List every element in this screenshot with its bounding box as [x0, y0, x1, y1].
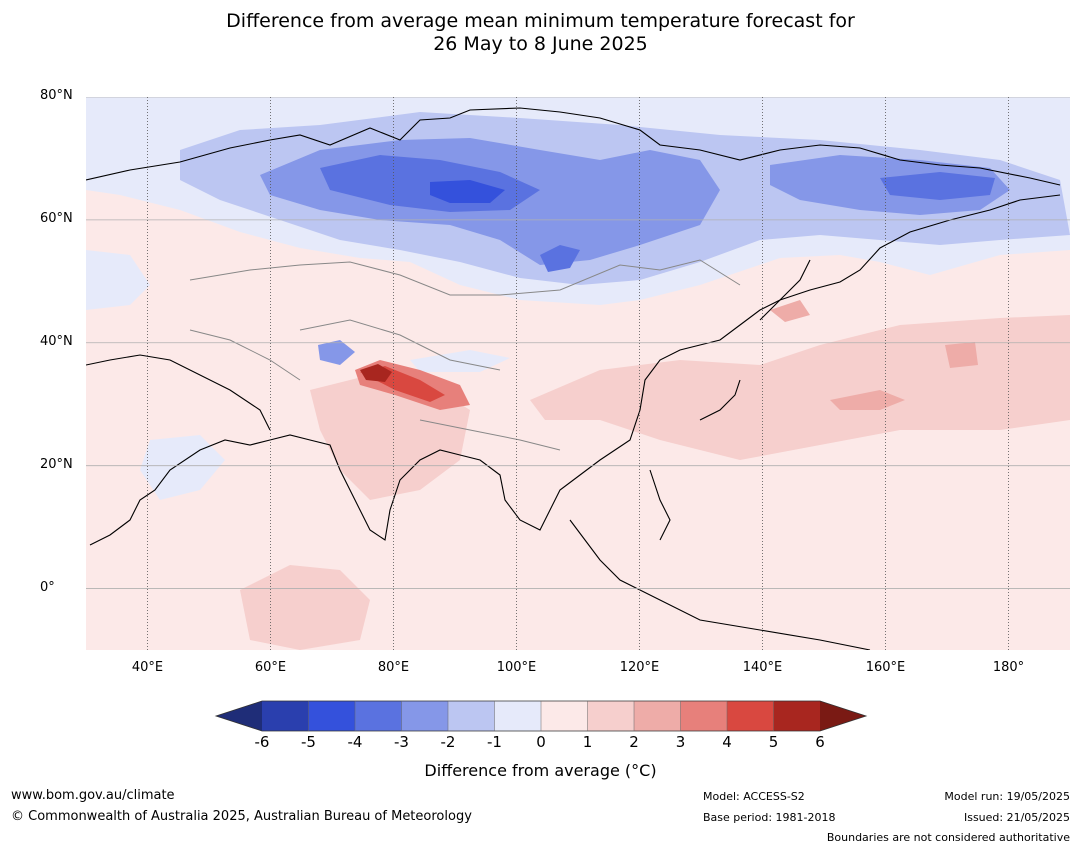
- latitude-label: 0°: [40, 579, 55, 595]
- longitude-label: 100°E: [496, 660, 537, 675]
- colorbar-tick-label: -4: [347, 733, 363, 751]
- model-name: Model: ACCESS-S2: [703, 790, 805, 803]
- forecast-map: [86, 97, 1070, 650]
- colorbar-label: Difference from average (°C): [424, 761, 657, 780]
- anomaly-region-arabia-light: [140, 435, 225, 500]
- website-link[interactable]: www.bom.gov.au/climate: [11, 788, 175, 803]
- issued-date: Issued: 21/05/2025: [963, 811, 1070, 824]
- latitude-label: 80°N: [40, 88, 73, 103]
- base-period: Base period: 1981-2018: [703, 811, 836, 824]
- colorbar-tick-label: 4: [722, 733, 732, 751]
- longitude-label: 120°E: [619, 660, 660, 675]
- colorbar-outline: [214, 700, 868, 732]
- colorbar-over-arrow: [820, 701, 866, 731]
- anomaly-region-east-4: [880, 172, 995, 200]
- colorbar-tick-label: 3: [675, 733, 686, 751]
- longitude-label: 40°E: [131, 660, 164, 675]
- anomaly-region-tibet-5: [360, 364, 392, 382]
- colorbar-tick-label: 2: [629, 733, 639, 751]
- longitude-label: 160°E: [865, 660, 906, 675]
- longitude-label: 140°E: [742, 660, 783, 675]
- colorbar-tick-label: -2: [440, 733, 456, 751]
- coastlines: [86, 107, 1061, 650]
- anomaly-region-core: [430, 180, 505, 203]
- colorbar-cell: [773, 701, 821, 731]
- model-run-date: Model run: 19/05/2025: [944, 790, 1070, 803]
- latitude-label: 60°N: [40, 210, 73, 226]
- colorbar-tick-label: -6: [254, 733, 270, 751]
- title-line-2: 26 May to 8 June 2025: [433, 33, 648, 55]
- colorbar-cell: [448, 701, 495, 731]
- longitude-label: 60°E: [254, 660, 287, 675]
- graticule: [86, 97, 1070, 650]
- copyright-text: © Commonwealth of Australia 2025, Austra…: [11, 809, 472, 824]
- colorbar-tick-label: -5: [301, 733, 316, 751]
- country-borders: [189, 259, 741, 451]
- latitude-label: 20°N: [40, 456, 73, 472]
- colorbar-cell: [587, 701, 635, 731]
- boundary-disclaimer: Boundaries are not considered authoritat…: [826, 831, 1070, 844]
- anomaly-region-pamir-neg: [318, 340, 355, 365]
- title-line-1: Difference from average mean minimum tem…: [226, 10, 855, 32]
- colorbar-cell: [355, 701, 402, 731]
- colorbar-cell: [541, 701, 588, 731]
- anomaly-region-southchina: [530, 315, 1070, 460]
- anomaly-region-pacific-2: [830, 390, 905, 410]
- colorbar-cell: [494, 701, 542, 731]
- latitude-label: 40°N: [40, 333, 73, 349]
- colorbar-cell: [308, 701, 356, 731]
- anomaly-region-pacific-b: [945, 342, 978, 368]
- anomaly-region-japan-2: [770, 300, 810, 322]
- colorbar-tick-label: 0: [536, 733, 546, 751]
- colorbar-cell: [401, 701, 449, 731]
- colorbar-tick-label: -3: [394, 733, 409, 751]
- colorbar-cell: [727, 701, 774, 731]
- colorbar-tick-label: 5: [768, 733, 779, 751]
- colorbar-cell: [634, 701, 681, 731]
- colorbar-cell: [262, 701, 309, 731]
- anomaly-region-baikal-4: [540, 245, 580, 272]
- colorbar-under-arrow: [216, 701, 262, 731]
- colorbar-tick-label: 1: [582, 733, 593, 751]
- colorbar-tick-label: 6: [815, 733, 825, 751]
- map-title: Difference from average mean minimum tem…: [0, 10, 1081, 56]
- longitude-label: 80°E: [377, 660, 410, 675]
- colorbar-cell: [680, 701, 728, 731]
- longitude-label: 180°: [992, 660, 1025, 675]
- anomaly-region-indianocean: [240, 565, 370, 650]
- colorbar-tick-label: -1: [487, 733, 502, 751]
- anomaly-region-west-light: [86, 250, 150, 310]
